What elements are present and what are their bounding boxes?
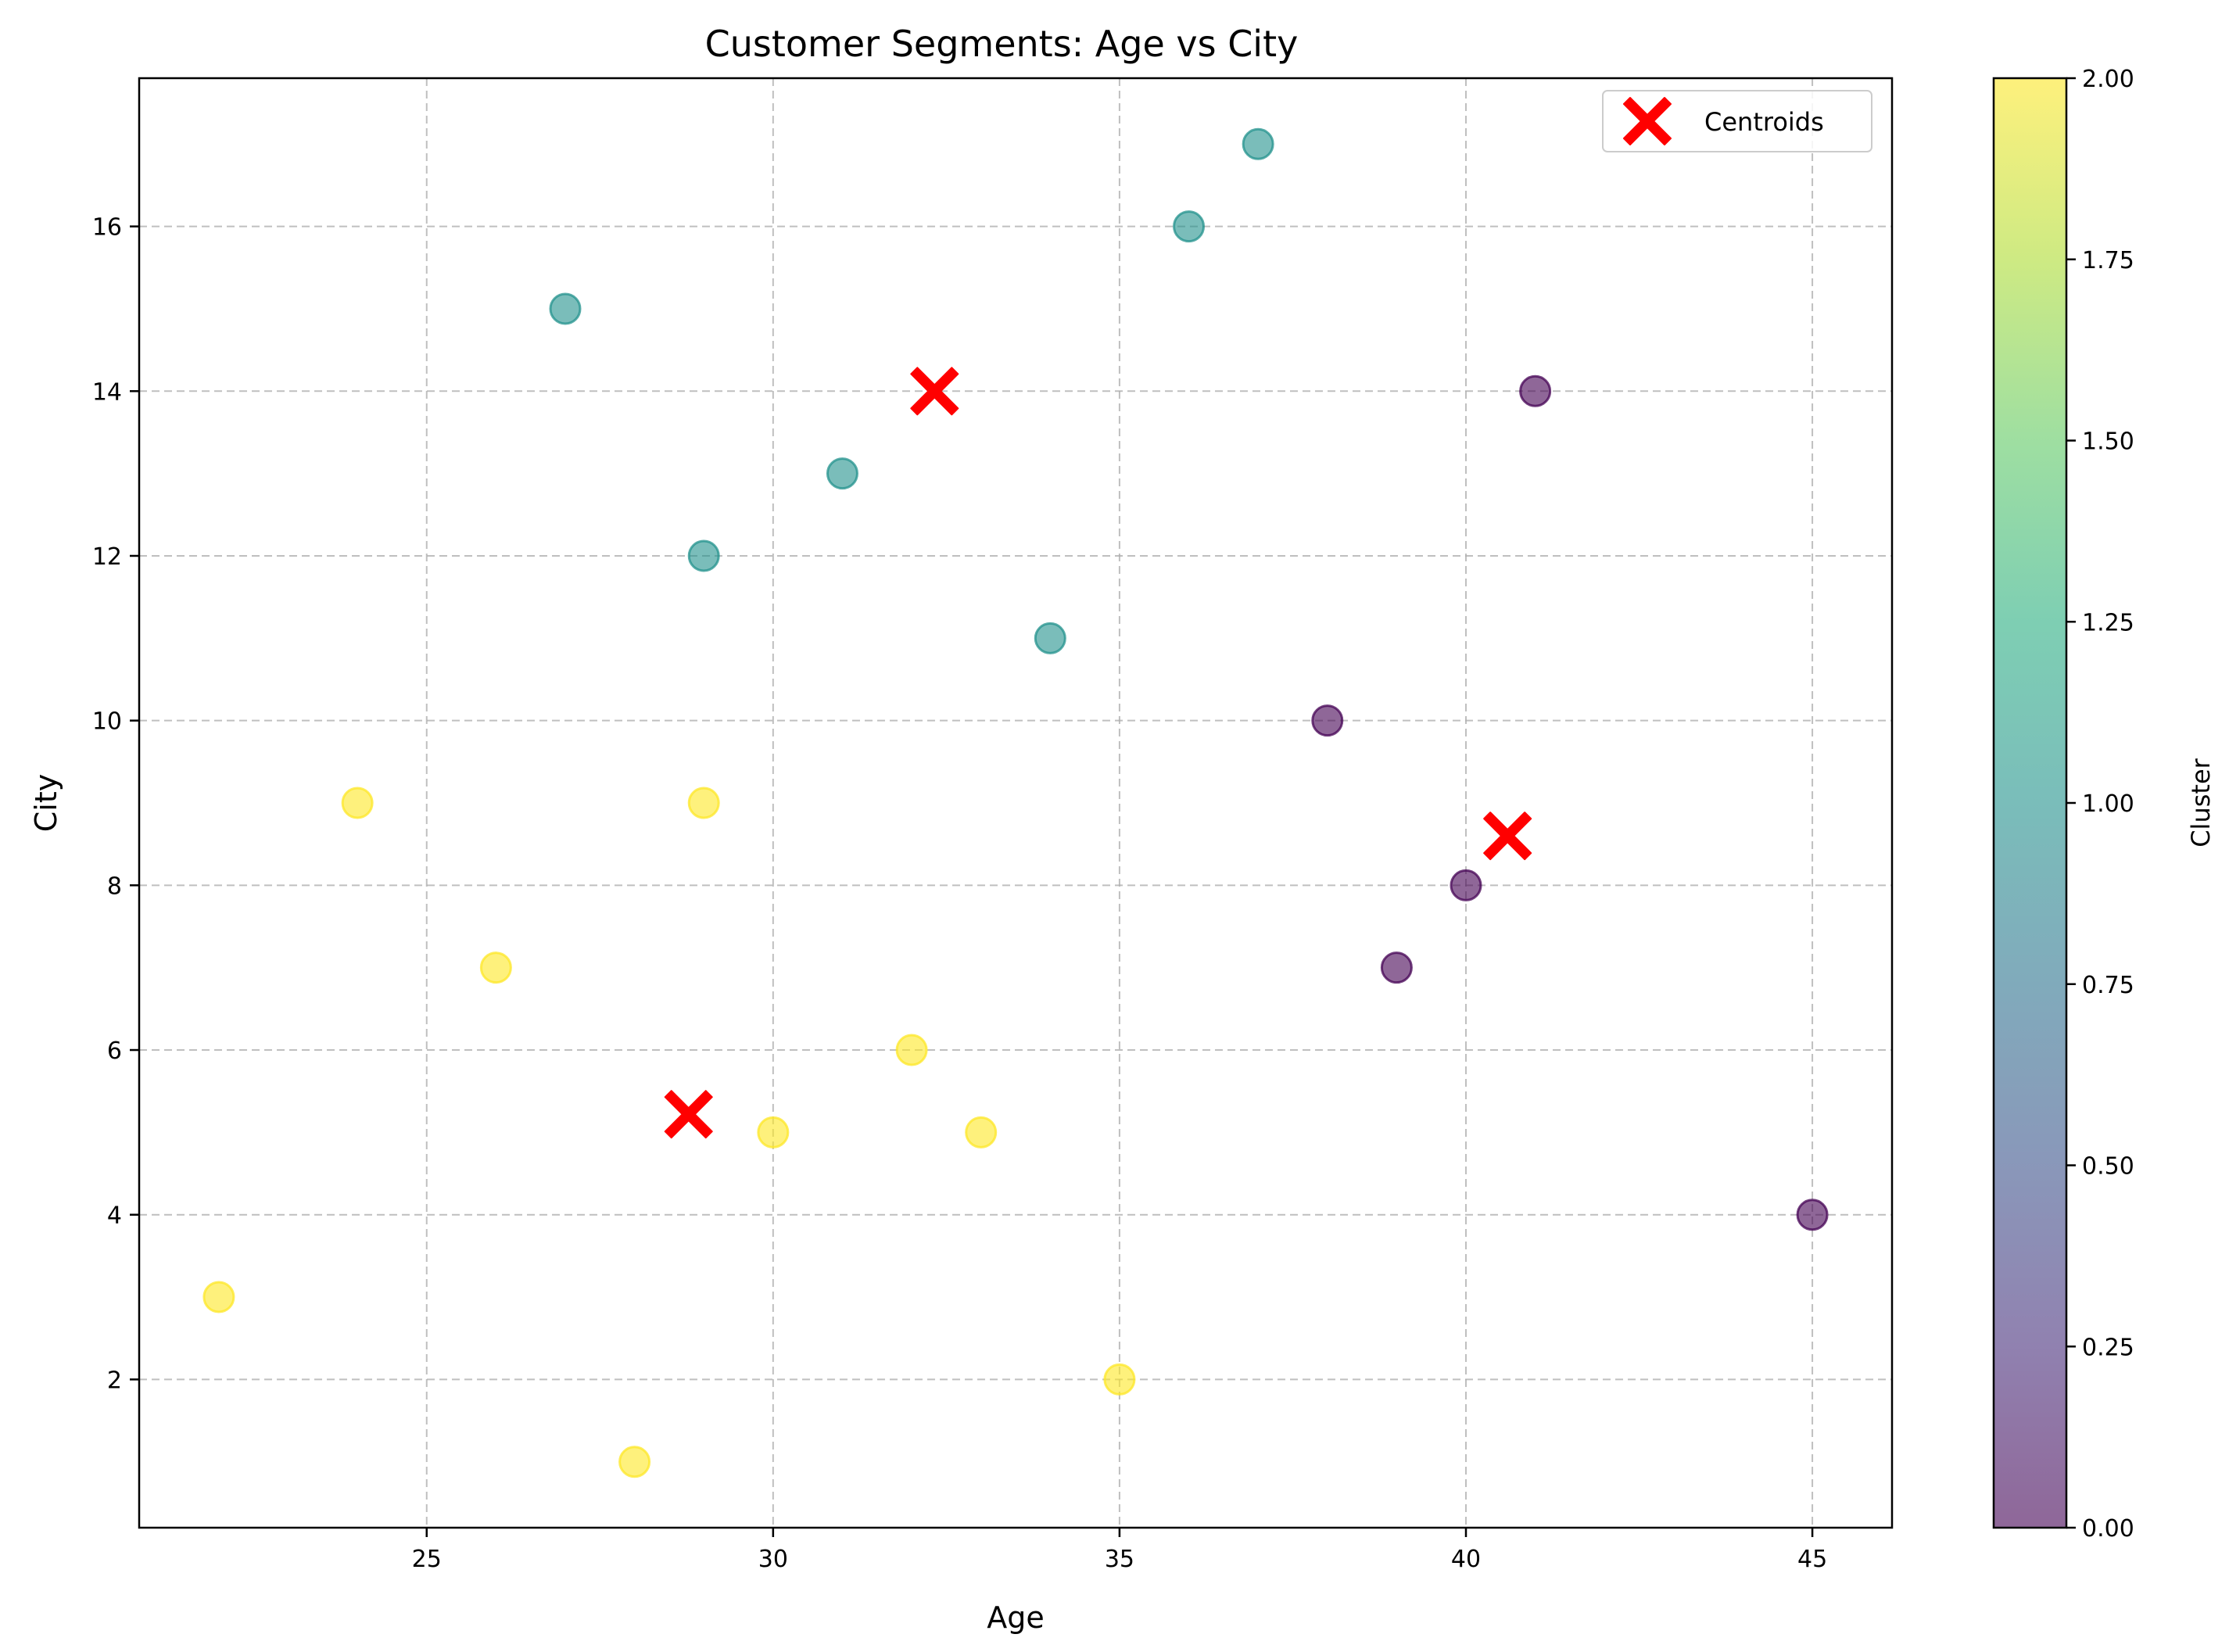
data-points [202, 127, 1829, 1478]
x-tick-label: 30 [758, 1546, 788, 1573]
scatter-point-cluster-1 [687, 539, 720, 572]
centroid-marker [1483, 812, 1532, 861]
scatter-point-cluster-0 [1380, 951, 1413, 984]
y-tick-label: 6 [107, 1037, 122, 1065]
scatter-point-cluster-2 [895, 1034, 928, 1066]
y-tick-label: 16 [92, 214, 122, 242]
legend-centroid-marker-icon [1623, 97, 1672, 145]
colorbar-gradient [1992, 77, 2068, 1529]
colorbar-tick-label: 1.75 [2082, 247, 2134, 274]
scatter-point-cluster-2 [965, 1116, 998, 1149]
y-tick-label: 14 [92, 378, 122, 406]
scatter-point-cluster-1 [1173, 210, 1206, 243]
y-tick-label: 12 [92, 543, 122, 571]
scatter-point-cluster-1 [1242, 127, 1274, 160]
scatter-point-cluster-2 [202, 1281, 235, 1313]
colorbar-label: Cluster [2186, 758, 2216, 847]
scatter-point-cluster-1 [549, 292, 582, 325]
scatter-point-cluster-2 [341, 787, 374, 819]
scatter-point-cluster-2 [618, 1446, 651, 1478]
centroid-marker [910, 367, 959, 416]
scatter-point-cluster-2 [1103, 1363, 1136, 1396]
colorbar-tick-label: 0.00 [2082, 1515, 2134, 1543]
grid-lines [139, 78, 1892, 1528]
y-tick-label: 10 [92, 708, 122, 736]
plot-frame [138, 77, 1894, 1529]
legend: Centroids [1602, 90, 1872, 152]
centroid-markers [664, 367, 1532, 1139]
scatter-point-cluster-2 [687, 787, 720, 819]
y-tick-label: 4 [107, 1202, 122, 1230]
x-tick-label: 40 [1451, 1546, 1481, 1573]
scatter-point-cluster-2 [757, 1116, 790, 1149]
colorbar-tick-label: 0.75 [2082, 972, 2134, 999]
y-axis-label: City [29, 774, 63, 832]
scatter-point-cluster-0 [1450, 869, 1482, 901]
x-tick-label: 35 [1105, 1546, 1134, 1573]
x-tick-label: 45 [1797, 1546, 1827, 1573]
colorbar-tick-label: 0.50 [2082, 1153, 2134, 1181]
y-axis-ticks: 2 4 6 8 10 12 14 16 [92, 214, 139, 1394]
y-tick-label: 2 [107, 1367, 122, 1394]
colorbar-tick-label: 1.50 [2082, 428, 2134, 456]
scatter-point-cluster-1 [1034, 622, 1066, 654]
scatter-point-cluster-0 [1311, 704, 1344, 737]
colorbar-ticks: 0.00 0.25 0.50 0.75 1.00 1.25 1.50 1.75 2.00 [2066, 66, 2134, 1543]
centroid-marker [664, 1090, 713, 1139]
colorbar-tick-label: 1.00 [2082, 790, 2134, 818]
colorbar-tick-label: 2.00 [2082, 66, 2134, 93]
scatter-point-cluster-2 [479, 951, 512, 984]
legend-box [1602, 90, 1872, 152]
y-tick-label: 8 [107, 873, 122, 900]
chart-title: Customer Segments: Age vs City [705, 23, 1299, 65]
x-axis-ticks: 25 30 35 40 45 [412, 1528, 1827, 1573]
colorbar: 0.00 0.25 0.50 0.75 1.00 1.25 1.50 1.75 2.00 Clu… [1992, 66, 2216, 1543]
legend-entry-centroids: Centroids [1704, 107, 1824, 137]
scatter-point-cluster-1 [826, 457, 858, 490]
x-tick-label: 25 [412, 1546, 442, 1573]
scatter-point-cluster-0 [1519, 374, 1552, 407]
scatter-point-cluster-0 [1796, 1199, 1829, 1231]
x-axis-label: Age [987, 1600, 1045, 1635]
colorbar-tick-label: 1.25 [2082, 609, 2134, 636]
colorbar-tick-label: 0.25 [2082, 1334, 2134, 1361]
